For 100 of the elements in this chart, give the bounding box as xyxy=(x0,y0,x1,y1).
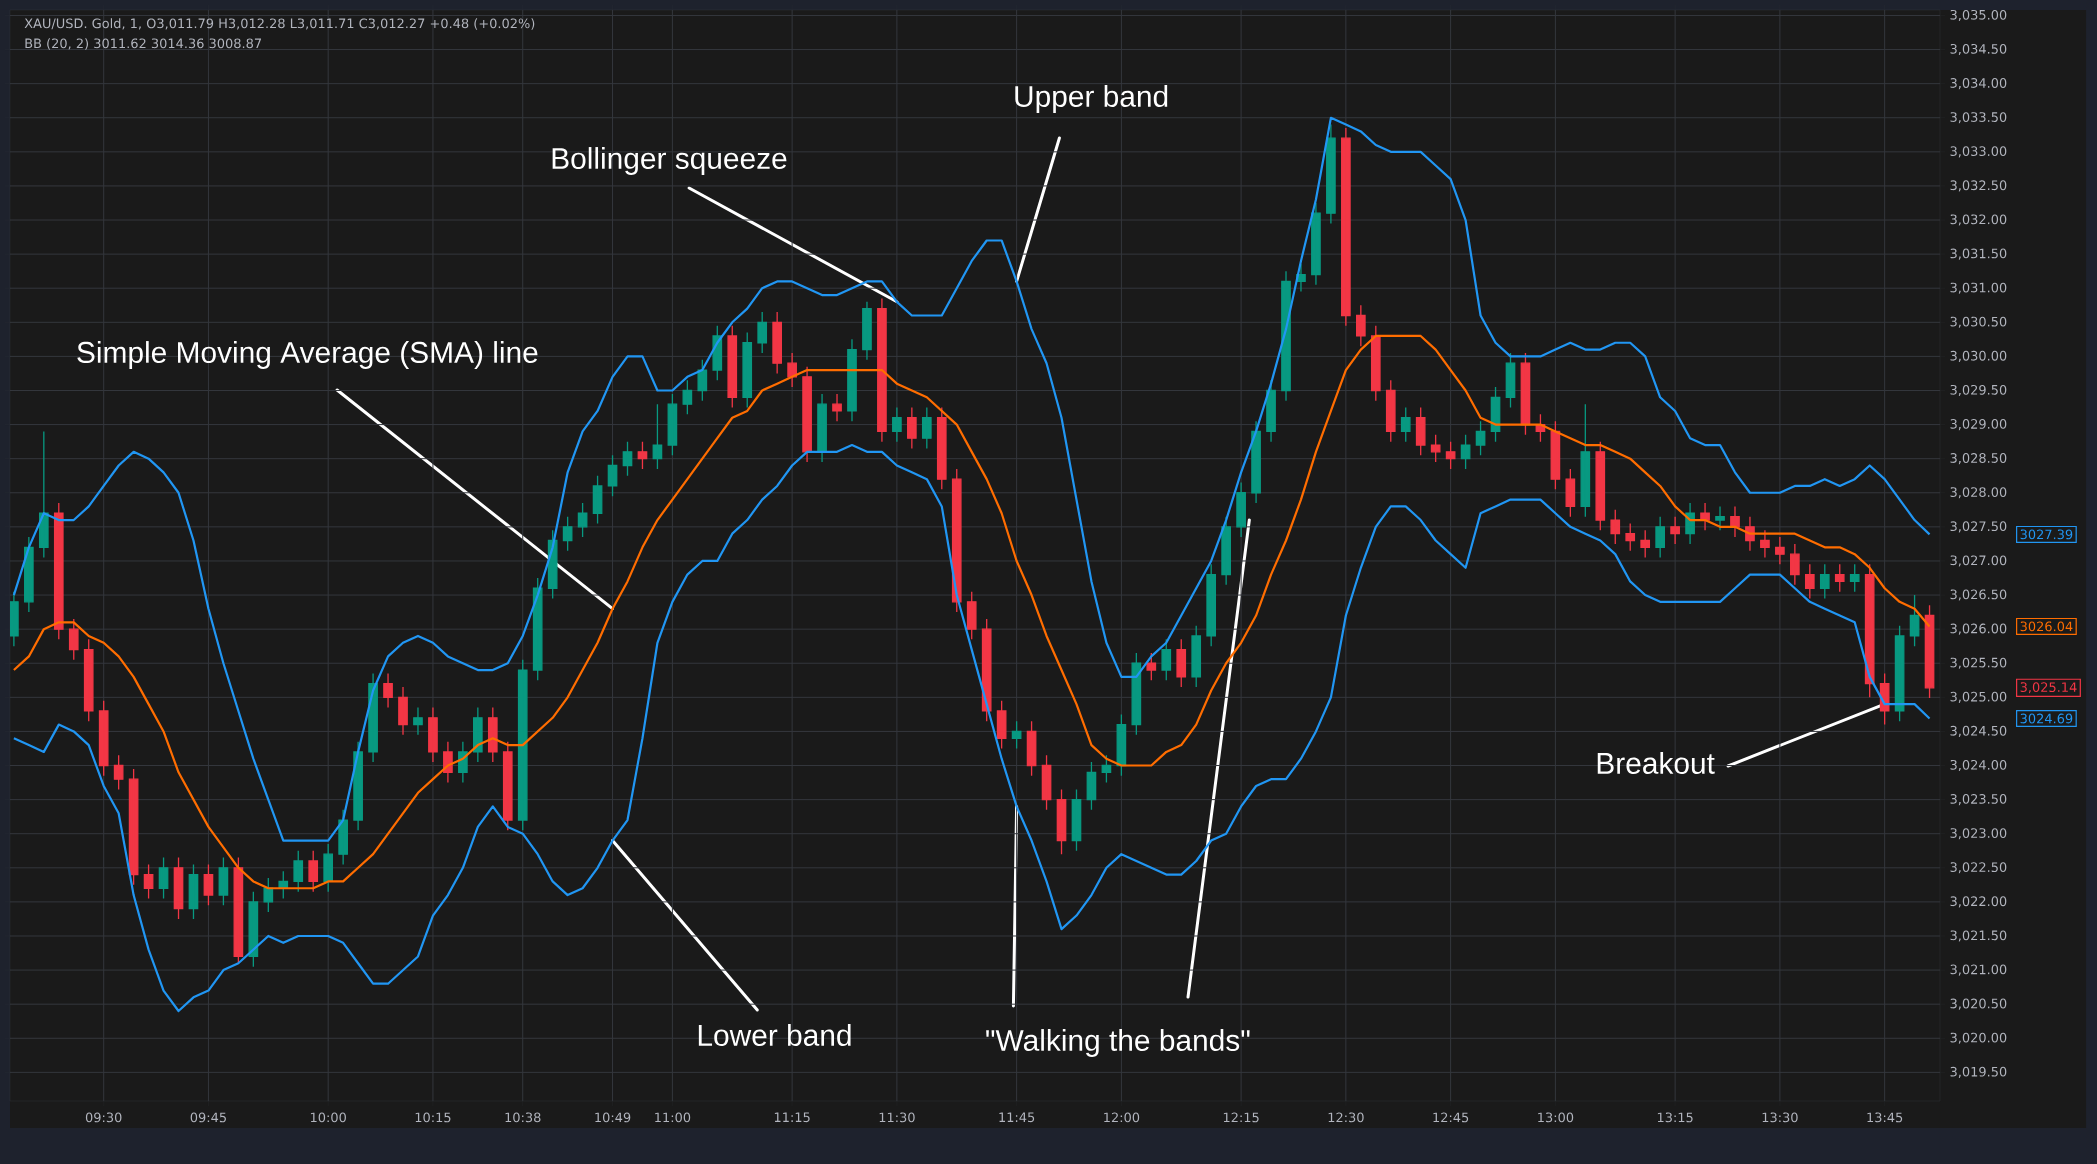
x-tick-label: 13:00 xyxy=(1538,1112,1574,1123)
candlestick xyxy=(308,850,319,893)
candlestick xyxy=(697,359,708,402)
candlestick xyxy=(577,502,588,538)
y-tick-label: 3,023.00 xyxy=(1950,828,2007,840)
candlestick xyxy=(652,403,663,470)
text: 3,025.14 xyxy=(2020,682,2077,694)
candlestick xyxy=(1161,638,1172,681)
y-tick-label: 3,034.00 xyxy=(1950,78,2007,90)
y-tick-label: 3,020.00 xyxy=(1950,1032,2007,1044)
x-tick-label: 10:49 xyxy=(595,1112,631,1123)
y-tick-label: 3,029.00 xyxy=(1950,419,2007,431)
y-tick-label: 3,021.00 xyxy=(1950,964,2007,976)
y-tick-label: 3,022.50 xyxy=(1950,862,2007,874)
candlestick xyxy=(532,577,543,681)
candlestick xyxy=(1580,403,1591,518)
candlestick xyxy=(877,297,887,443)
candlestick xyxy=(757,311,768,354)
candlestick xyxy=(1685,502,1695,545)
candlestick xyxy=(203,863,214,906)
candlestick xyxy=(1460,434,1471,470)
candlestick xyxy=(353,741,363,831)
annotation: Bollinger squeeze xyxy=(552,147,787,175)
candlestick xyxy=(1011,720,1022,750)
candlestick xyxy=(832,393,842,422)
candlestick xyxy=(996,700,1007,750)
candlestick xyxy=(83,638,94,722)
candlestick xyxy=(1146,652,1157,681)
x-tick-label: 12:30 xyxy=(1328,1112,1364,1123)
x-tick-label: 09:30 xyxy=(85,1112,122,1123)
annotation: Upper band xyxy=(1015,85,1168,113)
candlestick xyxy=(1625,522,1636,552)
candlestick xyxy=(1670,515,1680,545)
candlestick xyxy=(1730,505,1740,538)
text: 3024.69 xyxy=(2020,713,2073,724)
candlestick xyxy=(1700,502,1710,531)
candlestick xyxy=(921,406,932,450)
candlestick xyxy=(951,468,962,613)
candlestick xyxy=(817,393,827,463)
y-tick-label: 3,030.00 xyxy=(1950,350,2007,362)
candlestick xyxy=(772,311,782,375)
candlestick xyxy=(802,365,812,463)
candlestick xyxy=(383,672,393,709)
x-tick-label: 09:45 xyxy=(190,1112,226,1123)
candlestick xyxy=(637,440,648,470)
candlestick xyxy=(413,706,423,736)
candlestick xyxy=(592,475,603,525)
candlestick xyxy=(53,502,64,641)
y-tick-label: 3,027.50 xyxy=(1950,521,2007,533)
y-tick-label: 3,028.50 xyxy=(1950,453,2007,465)
candlestick xyxy=(787,352,797,388)
candlestick xyxy=(428,706,438,763)
y-tick-label: 3,034.50 xyxy=(1950,44,2007,56)
candlestick xyxy=(1206,563,1217,647)
x-tick-label: 12:15 xyxy=(1223,1112,1259,1123)
y-tick-label: 3,021.50 xyxy=(1950,930,2007,942)
candlestick xyxy=(113,754,124,791)
candlestick xyxy=(398,686,408,736)
candlestick xyxy=(1864,563,1875,698)
x-tick-label: 12:45 xyxy=(1433,1112,1469,1123)
candlestick xyxy=(1370,325,1381,402)
candlestick xyxy=(1655,515,1665,559)
candlestick xyxy=(1281,270,1291,402)
candlestick xyxy=(1804,563,1815,600)
y-tick-label: 3,033.00 xyxy=(1950,146,2007,158)
candlestick xyxy=(487,706,498,763)
candlestick xyxy=(1296,263,1306,293)
candlestick xyxy=(1595,440,1606,531)
text: BB (20, 2) 3011.62 3014.36 3008.87 xyxy=(25,38,262,50)
text: 3027.39 xyxy=(2020,529,2073,540)
candlestick xyxy=(1221,515,1231,586)
candlestick xyxy=(1909,594,1920,647)
text: XAU/USD. Gold, 1, O3,011.79 H3,012.28 L3,011.71 C3,012.27 +0.48 (+0.02%) xyxy=(24,18,535,30)
candlestick xyxy=(218,856,229,906)
candlestick xyxy=(10,590,19,647)
candlestick xyxy=(907,406,917,450)
y-tick-label: 3,032.50 xyxy=(1950,180,2007,192)
candlestick xyxy=(517,659,528,831)
candlestick xyxy=(293,850,304,893)
y-tick-label: 3,029.50 xyxy=(1950,384,2007,397)
y-tick-label: 3,035.00 xyxy=(1950,9,2007,22)
candlestick xyxy=(1475,420,1486,456)
candlestick xyxy=(502,741,513,831)
candlestick xyxy=(473,706,483,763)
y-tick-label: 3,033.50 xyxy=(1950,112,2007,124)
text: 3026.04 xyxy=(2020,621,2073,632)
candlestick xyxy=(1385,379,1396,443)
candlestick xyxy=(1415,406,1426,456)
x-tick-label: 11:15 xyxy=(774,1112,810,1123)
candlestick xyxy=(1610,509,1621,545)
y-tick-label: 3,023.50 xyxy=(1950,794,2007,806)
y-tick-label: 3,022.00 xyxy=(1950,896,2007,908)
y-tick-label: 3,031.50 xyxy=(1950,248,2007,260)
candlestick xyxy=(1266,379,1276,443)
candlestick xyxy=(727,325,738,409)
y-tick-label: 3,026.50 xyxy=(1950,589,2007,601)
annotation: Simple Moving Average (SMA) line xyxy=(77,341,538,369)
candlestick xyxy=(1775,536,1785,566)
candlestick xyxy=(667,393,678,456)
x-tick-label: 10:15 xyxy=(415,1112,451,1123)
